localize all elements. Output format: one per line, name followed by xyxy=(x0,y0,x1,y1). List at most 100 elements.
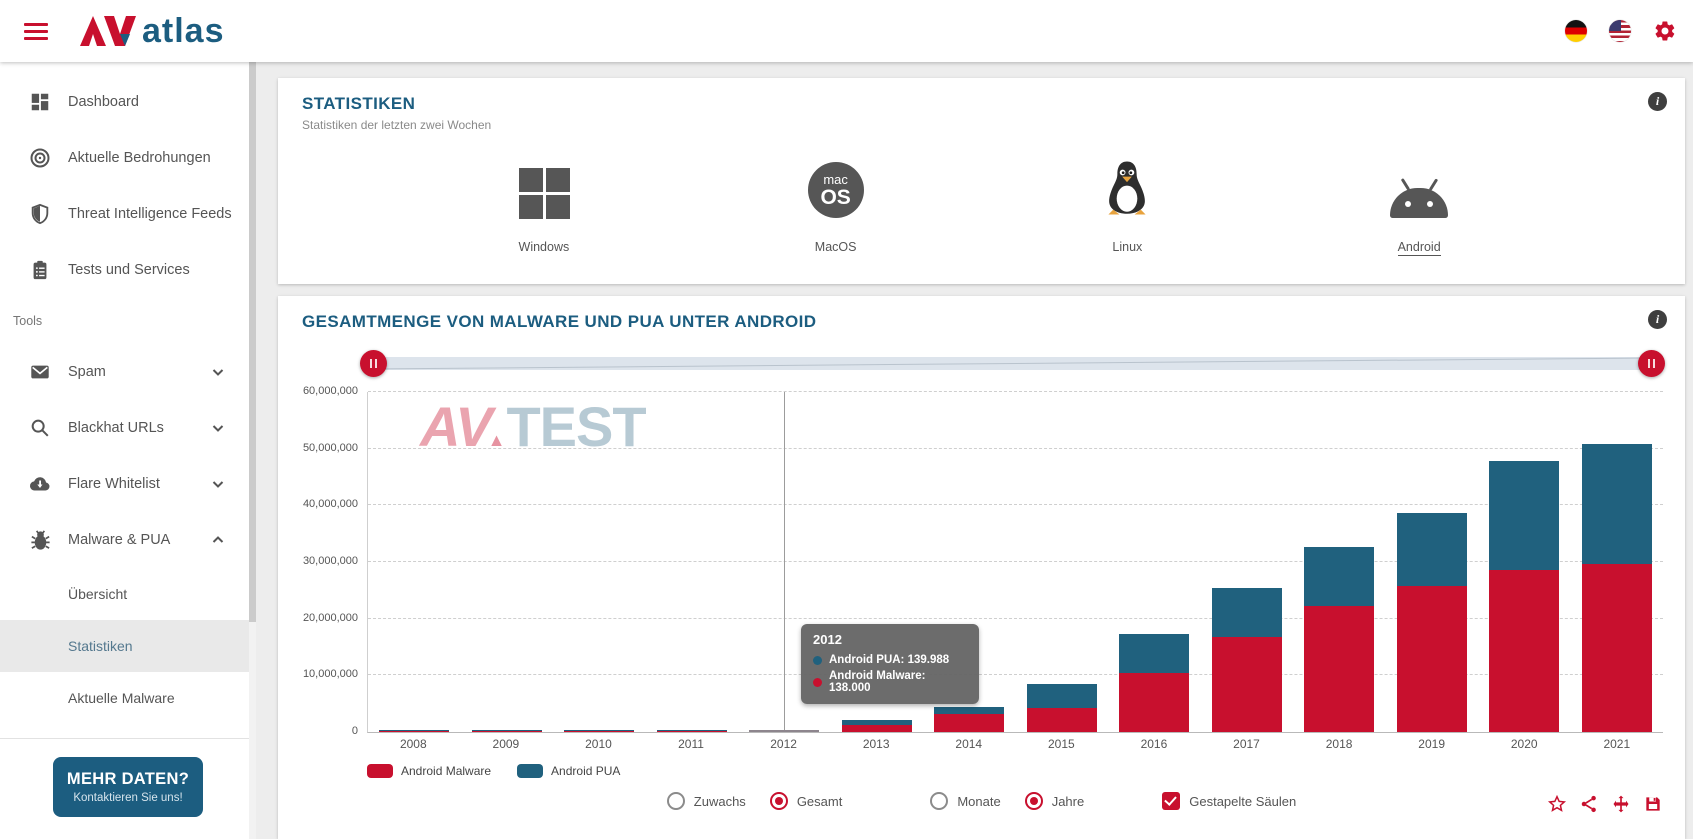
bar-segment xyxy=(1211,587,1282,637)
os-item-android[interactable]: Android xyxy=(1273,154,1565,256)
clipboard-icon xyxy=(28,258,52,282)
bar-segment xyxy=(1304,546,1375,606)
sidebar-item-label: Aktuelle Bedrohungen xyxy=(68,150,211,166)
sidebar-item-threat-intelligence-feeds[interactable]: Threat Intelligence Feeds xyxy=(0,186,249,242)
more-data-button[interactable]: MEHR DATEN? Kontaktieren Sie uns! xyxy=(53,757,203,817)
save-icon[interactable] xyxy=(1643,794,1663,814)
move-icon[interactable] xyxy=(1611,794,1631,814)
radio-jahre[interactable]: Jahre xyxy=(1024,792,1084,810)
x-axis-tick: 2014 xyxy=(955,737,983,751)
x-axis-tick: 2008 xyxy=(399,737,427,751)
sidebar-item-label: Threat Intelligence Feeds xyxy=(68,206,232,222)
bar-2020[interactable] xyxy=(1478,392,1571,732)
bar-2021[interactable] xyxy=(1571,392,1664,732)
radio-icon xyxy=(666,792,685,810)
bar-2012[interactable] xyxy=(738,392,831,732)
bar-segment xyxy=(564,730,635,732)
gear-icon[interactable] xyxy=(1653,19,1677,43)
sidebar-scrollbar[interactable] xyxy=(249,62,256,839)
bar-segment xyxy=(1489,569,1560,732)
radio-icon xyxy=(930,792,949,810)
linux-tux-icon xyxy=(1105,154,1149,218)
os-item-linux[interactable]: Linux xyxy=(982,154,1274,256)
slider-handle-right[interactable] xyxy=(1638,350,1665,377)
range-slider[interactable] xyxy=(360,350,1665,377)
legend-item-malware[interactable]: Android Malware xyxy=(367,764,491,778)
star-icon[interactable] xyxy=(1547,794,1567,814)
logo-text: atlas xyxy=(142,11,225,50)
bar-segment xyxy=(1026,708,1097,732)
sidebar-divider xyxy=(0,738,249,739)
scrollbar-thumb[interactable] xyxy=(249,62,256,622)
bar-2008[interactable] xyxy=(368,392,461,732)
info-icon[interactable]: i xyxy=(1648,92,1667,111)
bar-segment xyxy=(1581,443,1652,564)
sidebar-item-malware-pua[interactable]: Malware & PUA xyxy=(0,512,249,568)
tooltip-pua-value: Android PUA: 139.988 xyxy=(829,654,950,666)
flag-usa-icon[interactable] xyxy=(1609,20,1631,42)
chart-controls: Zuwachs Gesamt Monate Jahre Gestapelte S… xyxy=(278,792,1685,810)
sidebar-item-aktuelle-bedrohungen[interactable]: Aktuelle Bedrohungen xyxy=(0,130,249,186)
gridline xyxy=(368,674,1663,676)
os-item-windows[interactable]: Windows xyxy=(398,154,690,256)
bar-segment xyxy=(379,731,450,732)
bar-2011[interactable] xyxy=(646,392,739,732)
checkbox-gestapelte-saeulen[interactable]: Gestapelte Säulen xyxy=(1162,792,1296,810)
bar-2017[interactable] xyxy=(1201,392,1294,732)
sidebar-item-blackhat-urls[interactable]: Blackhat URLs xyxy=(0,400,249,456)
radar-icon xyxy=(28,146,52,170)
bar-segment xyxy=(1211,636,1282,732)
sidebar: Dashboard Aktuelle Bedrohungen Threat In… xyxy=(0,62,249,839)
bar-segment xyxy=(1304,605,1375,732)
sidebar-item-label: Blackhat URLs xyxy=(68,420,164,436)
tooltip-malware-value: Android Malware: 138.000 xyxy=(829,670,926,694)
flag-germany-icon[interactable] xyxy=(1565,20,1587,42)
cta-subtitle: Kontaktieren Sie uns! xyxy=(73,792,183,804)
bar-segment xyxy=(841,720,912,726)
bar-2010[interactable] xyxy=(553,392,646,732)
sidebar-item-dashboard[interactable]: Dashboard xyxy=(0,74,249,130)
bar-2019[interactable] xyxy=(1386,392,1479,732)
cloud-download-icon xyxy=(28,472,52,496)
statistics-panel: STATISTIKEN Statistiken der letzten zwei… xyxy=(278,78,1685,284)
radio-monate[interactable]: Monate xyxy=(930,792,1001,810)
chart-plot[interactable]: AV ▲ TEST 2012 Android PUA: 139.988 Androi… xyxy=(303,385,1664,737)
info-icon[interactable]: i xyxy=(1648,310,1667,329)
sidebar-item-flare-whitelist[interactable]: Flare Whitelist xyxy=(0,456,249,512)
radio-zuwachs[interactable]: Zuwachs xyxy=(666,792,746,810)
bar-segment xyxy=(1489,461,1560,570)
bar-2013[interactable] xyxy=(831,392,924,732)
sidebar-subitem-aktuelle-malware[interactable]: Aktuelle Malware xyxy=(68,690,175,706)
magnifier-icon xyxy=(28,416,52,440)
legend-item-pua[interactable]: Android PUA xyxy=(517,764,620,778)
radio-icon xyxy=(1024,792,1043,810)
x-axis-tick: 2015 xyxy=(1047,737,1075,751)
sidebar-subitem-statistiken[interactable]: Statistiken xyxy=(0,620,249,672)
sidebar-subitem-uebersicht[interactable]: Übersicht xyxy=(68,586,128,602)
menu-icon[interactable] xyxy=(24,22,48,40)
sidebar-item-tests-und-services[interactable]: Tests und Services xyxy=(0,242,249,298)
app-logo[interactable]: atlas xyxy=(78,12,225,51)
cta-title: MEHR DATEN? xyxy=(66,770,190,788)
top-bar: atlas xyxy=(0,0,1693,62)
bar-segment xyxy=(471,730,542,732)
bar-2016[interactable] xyxy=(1108,392,1201,732)
os-item-macos[interactable]: mac OS MacOS xyxy=(690,154,982,256)
share-icon[interactable] xyxy=(1579,794,1599,814)
chart-tooltip: 2012 Android PUA: 139.988 Android Malwar… xyxy=(801,624,979,704)
sidebar-item-spam[interactable]: Spam xyxy=(0,344,249,400)
bar-2018[interactable] xyxy=(1293,392,1386,732)
chart-title: GESAMTMENGE VON MALWARE UND PUA UNTER AN… xyxy=(302,312,817,331)
bar-2009[interactable] xyxy=(461,392,554,732)
bar-2015[interactable] xyxy=(1016,392,1109,732)
slider-handle-left[interactable] xyxy=(360,350,387,377)
gridline xyxy=(368,617,1663,619)
radio-gesamt[interactable]: Gesamt xyxy=(769,792,842,810)
bar-2014[interactable] xyxy=(923,392,1016,732)
y-axis-tick: 10,000,000 xyxy=(302,668,358,681)
x-axis-tick: 2018 xyxy=(1325,737,1353,751)
x-axis-tick: 2021 xyxy=(1603,737,1631,751)
x-axis-tick: 2013 xyxy=(862,737,890,751)
malware-swatch xyxy=(367,764,393,778)
android-icon xyxy=(1390,154,1449,218)
